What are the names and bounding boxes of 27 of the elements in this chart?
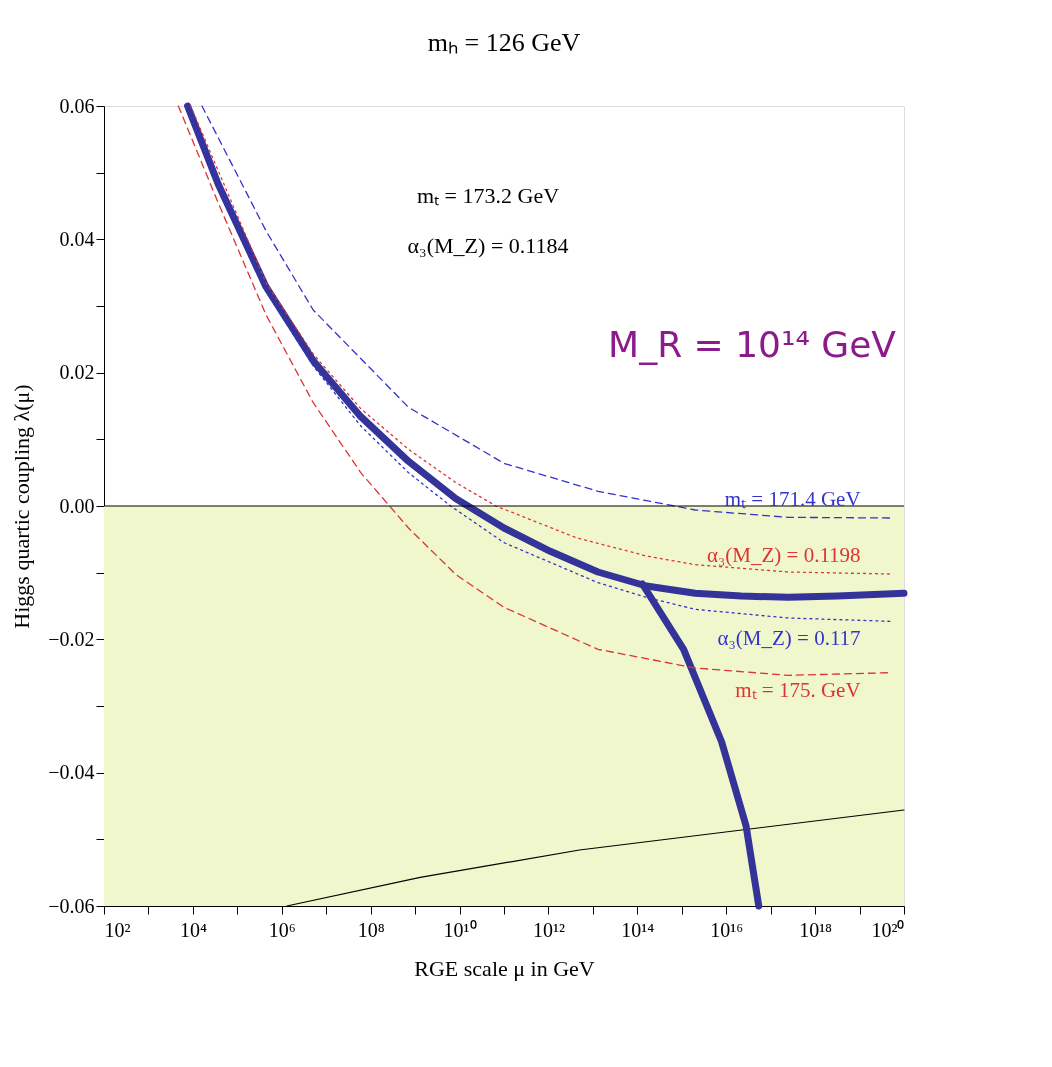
y-tick-label: 0.00	[59, 494, 95, 517]
annotation: M_R = 10¹⁴ GeV	[608, 324, 897, 365]
annotation: mₜ = 173.2 GeV	[416, 183, 560, 208]
x-tick-label: 10¹⁴	[621, 918, 655, 941]
chart-title: mₕ = 126 GeV	[427, 28, 581, 57]
x-tick-label: 10¹⁶	[710, 918, 744, 941]
y-tick-label: −0.06	[48, 894, 95, 917]
x-tick-label: 10⁶	[268, 918, 296, 941]
y-tick-label: 0.04	[59, 227, 95, 250]
x-tick-label: 10¹²	[532, 918, 565, 941]
annotation: α₃(M_Z) = 0.1184	[407, 233, 569, 258]
y-tick-label: 0.06	[59, 94, 95, 117]
x-tick-label: 10⁸	[357, 918, 385, 941]
x-tick-label: 10⁴	[179, 918, 207, 941]
x-tick-label: 10²	[104, 918, 131, 941]
y-tick-label: 0.02	[59, 361, 95, 384]
x-tick-label: 10¹⁸	[799, 918, 833, 941]
y-tick-label: −0.04	[48, 761, 95, 784]
series-label: α₃(M_Z) = 0.117	[717, 626, 861, 651]
series-label: mₜ = 171.4 GeV	[724, 487, 861, 511]
series-label: α₃(M_Z) = 0.1198	[707, 543, 861, 567]
series-label: mₜ = 175. GeV	[735, 677, 861, 702]
y-axis-title: Higgs quartic coupling λ(μ)	[9, 384, 35, 629]
x-tick-label: 10²⁰	[871, 918, 905, 941]
x-axis-title: RGE scale μ in GeV	[414, 955, 595, 981]
y-tick-label: −0.02	[48, 627, 95, 650]
x-tick-label: 10¹⁰	[443, 918, 477, 941]
